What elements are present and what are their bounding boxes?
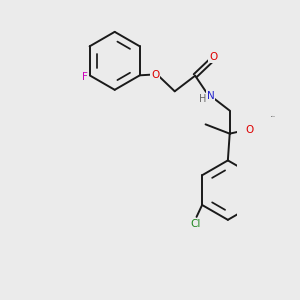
- Text: Cl: Cl: [190, 219, 201, 229]
- Text: O: O: [151, 70, 160, 80]
- Text: H: H: [199, 94, 207, 104]
- Text: O: O: [209, 52, 218, 62]
- Text: methyl: methyl: [271, 116, 276, 117]
- Text: O: O: [245, 125, 253, 135]
- Text: N: N: [207, 91, 214, 101]
- Text: F: F: [82, 72, 88, 82]
